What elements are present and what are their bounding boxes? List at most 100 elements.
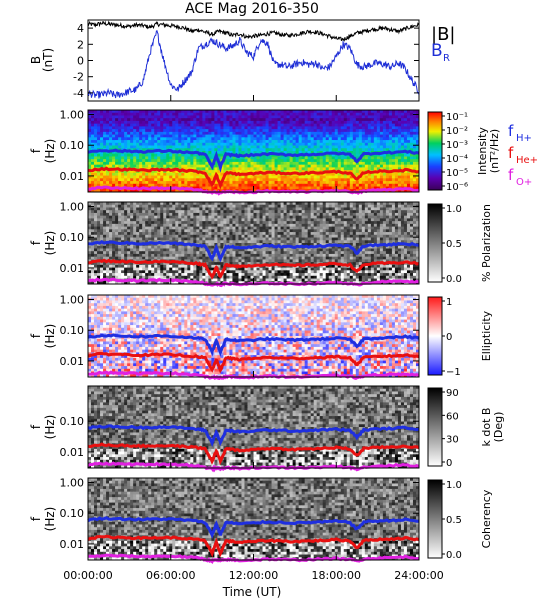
ytick-label: 0.10	[60, 415, 85, 428]
panel-bfield: -4 -2 0 2 4 B (nT) |B| B R	[29, 19, 455, 102]
panel-ylabel: f	[29, 148, 43, 153]
ytick-label: 1.00	[60, 108, 85, 121]
svg-text:O+: O+	[516, 177, 532, 188]
colorbar	[427, 296, 443, 376]
line-f-he	[88, 258, 420, 280]
colorbar-tick-label: 0.5	[446, 515, 462, 526]
line-f-he	[87, 534, 420, 558]
ytick-label: -2	[73, 71, 84, 84]
line-f-h	[87, 424, 420, 448]
time-axis-label: Time (UT)	[222, 585, 282, 599]
panel-yunit: (Hz)	[43, 231, 57, 256]
svg-text:f: f	[508, 122, 514, 140]
ytick-label: 0.01	[60, 170, 85, 183]
colorbar-tick-label: 0	[446, 332, 452, 343]
colorbar-label: k dot B	[480, 408, 493, 447]
series-line-b-total	[88, 20, 419, 42]
spectrogram-cells	[88, 295, 420, 378]
colorbar-label: % Polarization	[480, 204, 493, 282]
spectrogram-cells	[88, 386, 420, 469]
panel-yunit: (Hz)	[43, 507, 57, 532]
ytick-label: 0.01	[60, 262, 85, 275]
ytick-label: 1.00	[60, 293, 85, 306]
ytick-label: 0.01	[60, 446, 85, 459]
colorbar-label: Ellipticity	[480, 310, 493, 361]
ytick-label: 0	[77, 55, 84, 68]
spectrogram-cells	[88, 478, 420, 561]
ytick-label: 2	[77, 38, 84, 51]
colorbar-tick-label: 1.0	[446, 204, 462, 215]
panel-bfield-yunit: (nT)	[41, 48, 55, 72]
colorbar-tick-label: 10⁻¹	[446, 112, 468, 123]
legend-f-o: f O+	[508, 166, 532, 188]
ytick-label: 0.01	[60, 538, 85, 551]
line-f-h	[87, 516, 420, 539]
ytick-label: 0.10	[60, 139, 85, 152]
xtick-label: 24:00:00	[394, 569, 443, 582]
colorbar-tick-label: 0	[446, 458, 452, 469]
xtick-label: 18:00:00	[312, 569, 361, 582]
colorbar-tick-label: 10⁻³	[446, 140, 468, 151]
panel-spectrogram-2: 1.00 0.10 0.01 f (Hz) 1.0 0.5 0.0 % Polarization	[29, 200, 493, 288]
legend-f-h: f H+	[508, 122, 532, 144]
panel-yunit: (Hz)	[43, 139, 57, 164]
svg-text:R: R	[443, 53, 450, 64]
colorbar-tick-label: 10⁻²	[446, 126, 468, 137]
xtick-label: 06:00:00	[146, 569, 195, 582]
line-f-h	[87, 239, 420, 263]
ytick-label: -4	[73, 87, 84, 100]
line-f-he	[87, 442, 420, 466]
colorbar-tick-label: 10⁻⁶	[446, 182, 468, 193]
xtick-label: 00:00:00	[63, 569, 112, 582]
panel-ylabel: f	[29, 516, 43, 521]
colorbar	[427, 387, 443, 467]
figure-title: ACE Mag 2016-350	[185, 1, 319, 17]
panel-bfield-ylabel: B	[29, 56, 43, 64]
panel-ylabel: f	[29, 240, 43, 245]
panel-spectrogram-3: 1.00 0.10 0.01 f (Hz) 1 0 −1 Ellipticity	[29, 293, 493, 381]
spectrogram-cells	[88, 202, 420, 285]
colorbar-tick-label: 90	[446, 388, 459, 399]
ytick-label: 1.00	[60, 200, 85, 213]
svg-text:f: f	[508, 166, 514, 184]
panel-ylabel: f	[29, 333, 43, 338]
legend-b-r: B R	[431, 41, 450, 64]
colorbar-tick-label: 1	[446, 297, 452, 308]
colorbar-tick-label: 30	[446, 435, 459, 446]
legend-b-total: |B|	[431, 24, 455, 45]
panel-yunit: (Hz)	[43, 415, 57, 440]
colorbar-label: Coherency	[480, 489, 493, 548]
colorbar	[427, 111, 443, 191]
line-f-he	[87, 351, 420, 374]
colorbar-tick-label: 0.0	[446, 550, 462, 561]
panel-spectrogram-4: 0.10 0.01 f (Hz) 90 60 30 0 k dot B (Deg)	[29, 385, 505, 473]
panel-ylabel: f	[29, 424, 43, 429]
colorbar-unit: (Deg)	[492, 412, 505, 443]
colorbar-tick-label: 10⁻⁵	[446, 168, 468, 179]
colorbar-unit: (nT²/Hz)	[488, 129, 501, 173]
series-line-b-r	[88, 30, 419, 99]
ytick-label: 0.10	[60, 324, 85, 337]
svg-text:He+: He+	[516, 155, 538, 166]
spectrogram-cells	[88, 110, 420, 193]
svg-text:f: f	[508, 144, 514, 162]
ytick-label: 0.01	[60, 355, 85, 368]
panel-yunit: (Hz)	[43, 324, 57, 349]
line-f-he	[87, 166, 420, 190]
colorbar-tick-label: 60	[446, 411, 459, 422]
ytick-label: 0.10	[60, 231, 85, 244]
colorbar	[427, 479, 443, 559]
line-f-h	[87, 333, 420, 357]
colorbar-label: Intensity	[476, 127, 489, 175]
ytick-label: 4	[77, 22, 84, 35]
ytick-label: 0.10	[60, 507, 85, 520]
colorbar-tick-label: 0.0	[446, 274, 462, 285]
panel-spectrogram-1: 1.000.100.01f (Hz)10⁻¹10⁻²10⁻³10⁻⁴10⁻⁵10⁻…	[29, 108, 538, 196]
colorbar	[427, 203, 443, 283]
svg-text:B: B	[431, 41, 443, 61]
line-f-h	[87, 148, 420, 173]
colorbar-tick-label: 0.5	[446, 239, 462, 250]
colorbar-tick-label: 10⁻⁴	[446, 154, 468, 165]
svg-text:H+: H+	[516, 133, 532, 144]
